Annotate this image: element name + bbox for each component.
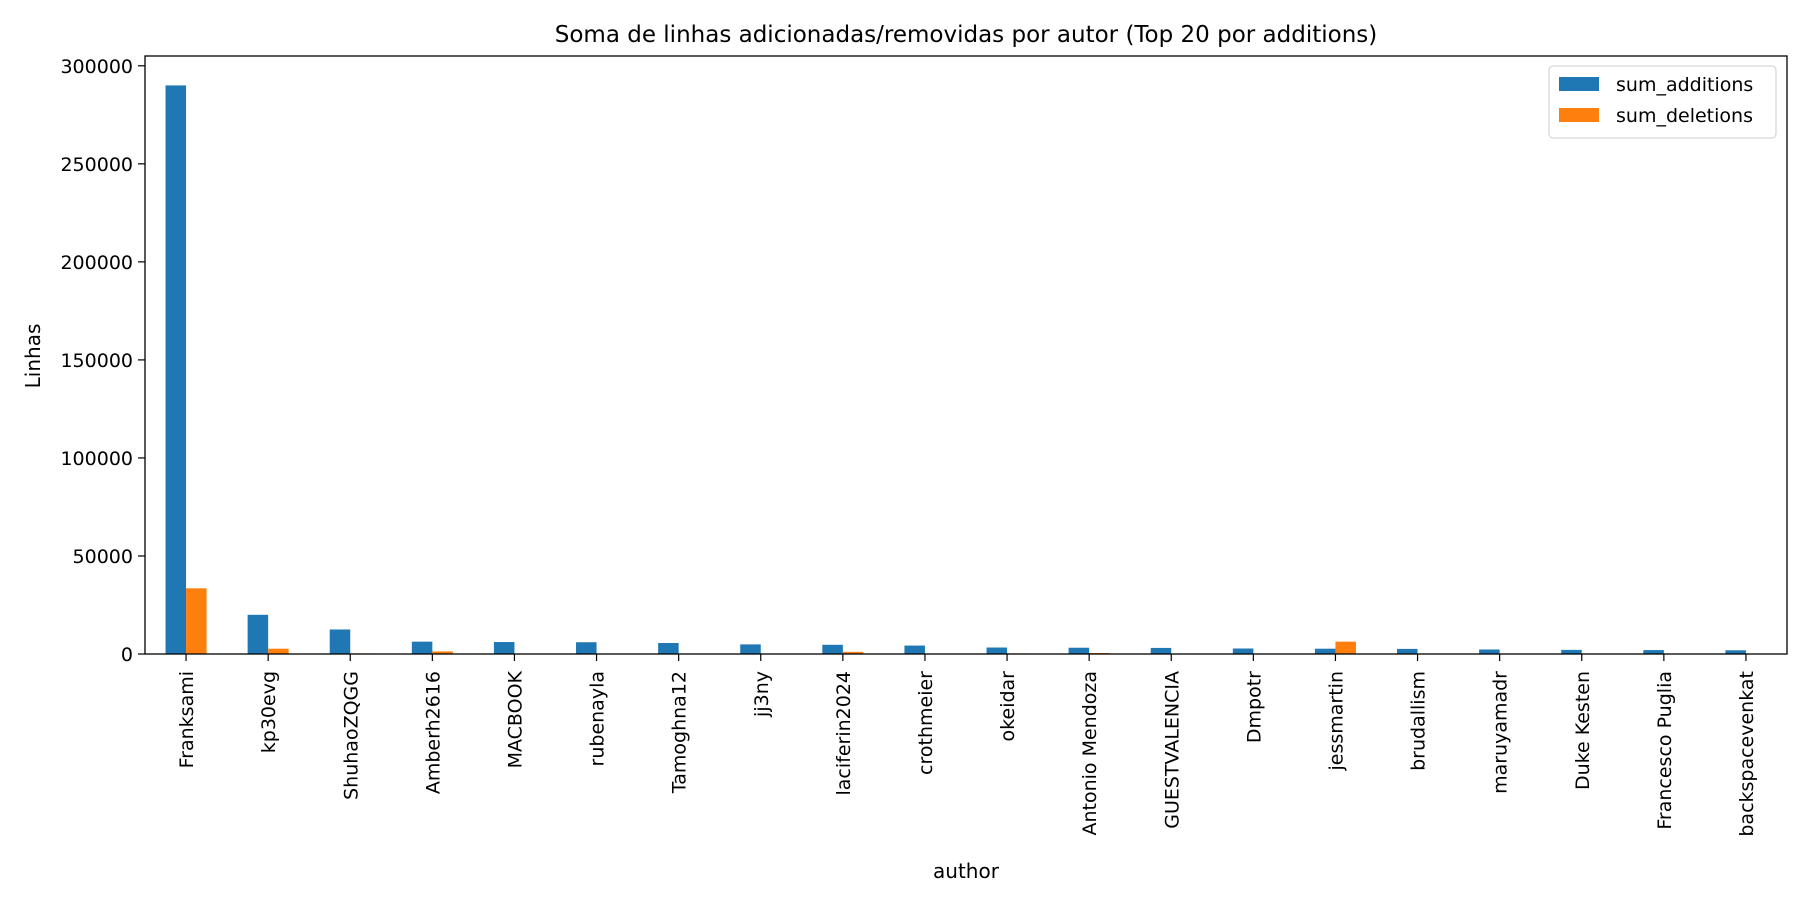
x-tick-label: Franksami <box>176 671 198 768</box>
bar-sum-deletions-15 <box>1335 642 1356 654</box>
plot-frame <box>145 56 1787 654</box>
bar-sum-additions-5 <box>494 642 515 654</box>
y-tick-label: 0 <box>121 644 133 666</box>
y-axis: 0 50000 100000 150000 200000 250000 300000 <box>60 56 145 666</box>
bar-sum-additions-16 <box>1397 649 1418 654</box>
bar-sum-additions-10 <box>904 646 925 654</box>
legend-swatch-sum-deletions <box>1559 108 1599 122</box>
x-tick-label: jessmartin <box>1325 671 1347 772</box>
y-tick-label: 300000 <box>60 56 133 78</box>
bars-layer <box>166 85 1767 654</box>
bar-sum-additions-13 <box>1151 648 1172 654</box>
x-tick-label: maruyamadr <box>1490 671 1512 794</box>
bar-sum-additions-15 <box>1315 649 1336 654</box>
y-tick-label: 250000 <box>60 154 133 176</box>
x-tick-label: Tamoghna12 <box>669 671 691 794</box>
bar-sum-additions-14 <box>1233 649 1254 654</box>
x-tick-label: brudallism <box>1408 671 1430 771</box>
x-axis-label: author <box>933 859 1000 883</box>
bar-sum-additions-12 <box>1069 648 1090 654</box>
x-axis: Franksami kp30evg ShuhaoZQGG Amberh2616 MACB… <box>176 654 1758 837</box>
x-tick-label: rubenayla <box>587 671 609 766</box>
legend-label-sum-deletions: sum_deletions <box>1616 105 1753 127</box>
bar-sum-additions-4 <box>412 642 433 654</box>
bar-sum-additions-9 <box>822 645 843 654</box>
x-tick-label: MACBOOK <box>504 670 526 768</box>
bar-sum-additions-11 <box>987 648 1008 654</box>
x-tick-label: crothmeier <box>915 671 937 775</box>
x-tick-label: backspacevenkat <box>1736 671 1758 837</box>
x-tick-label: Dmpotr <box>1243 671 1265 743</box>
x-tick-label: jj3ny <box>751 671 773 718</box>
x-tick-label: Francesco Puglia <box>1654 671 1676 830</box>
x-tick-label: Duke Kesten <box>1572 671 1594 790</box>
y-tick-label: 200000 <box>60 252 133 274</box>
bar-sum-additions-3 <box>330 629 351 654</box>
chart-title: Soma de linhas adicionadas/removidas por… <box>555 22 1378 48</box>
x-tick-label: Amberh2616 <box>422 671 444 794</box>
x-tick-label: laciferin2024 <box>833 671 855 796</box>
bar-sum-additions-2 <box>248 615 269 654</box>
x-tick-label: GUESTVALENCIA <box>1161 671 1183 829</box>
y-tick-label: 150000 <box>60 350 133 372</box>
y-axis-label: Linhas <box>21 324 45 389</box>
bar-sum-deletions-1 <box>186 588 207 654</box>
x-tick-label: kp30evg <box>258 671 280 753</box>
bar-sum-additions-1 <box>166 85 187 654</box>
bar-sum-additions-6 <box>576 642 597 654</box>
legend-label-sum-additions: sum_additions <box>1616 74 1753 96</box>
bar-sum-additions-8 <box>740 644 761 654</box>
bar-sum-additions-17 <box>1479 649 1500 654</box>
x-tick-label: Antonio Mendoza <box>1079 671 1101 836</box>
legend: sum_additions sum_deletions <box>1549 66 1776 138</box>
legend-swatch-sum-additions <box>1559 77 1599 91</box>
bar-sum-deletions-2 <box>268 649 289 654</box>
y-tick-label: 100000 <box>60 448 133 470</box>
x-tick-label: okeidar <box>997 671 1019 742</box>
bar-sum-additions-7 <box>658 643 679 654</box>
y-tick-label: 50000 <box>73 546 133 568</box>
x-tick-label: ShuhaoZQGG <box>340 671 362 800</box>
